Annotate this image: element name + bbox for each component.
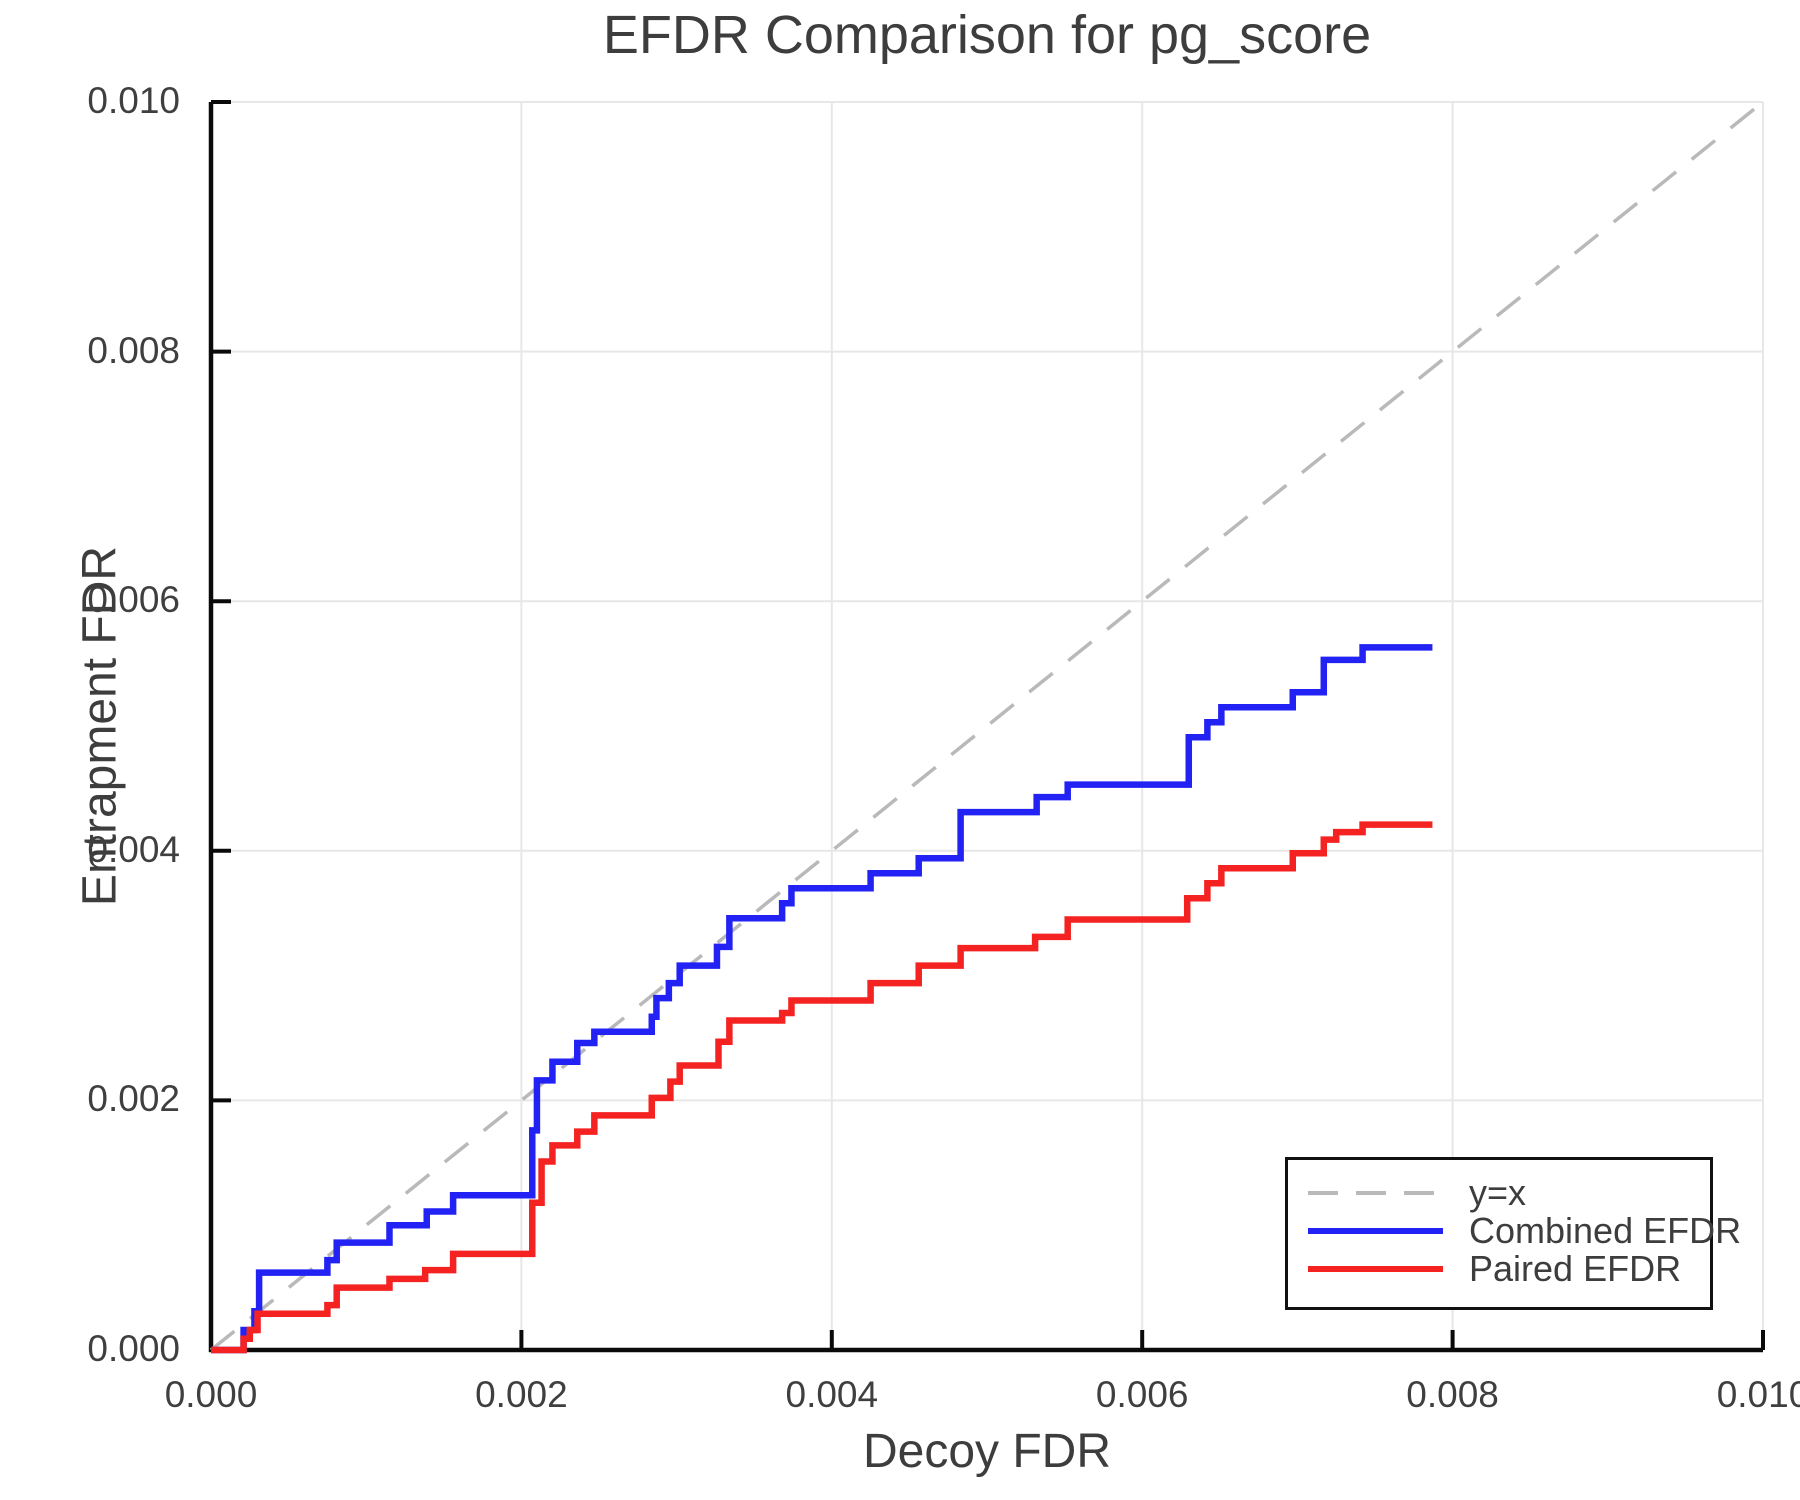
x-axis-label: Decoy FDR (862, 1425, 1112, 1478)
legend-label: y=x (1469, 1172, 1527, 1213)
x-tick-label: 0.004 (785, 1374, 879, 1415)
legend-entry-combined: Combined EFDR (1308, 1212, 1741, 1250)
x-tick-label: 0.010 (1716, 1374, 1800, 1415)
y-tick-label: 0.008 (87, 329, 180, 371)
dashed-line-swatch (1308, 1191, 1443, 1195)
y-tick-label: 0.010 (87, 80, 180, 121)
legend-entry-paired: Paired EFDR (1308, 1250, 1710, 1288)
x-tick-label: 0.000 (164, 1374, 258, 1415)
red-line-swatch (1308, 1266, 1443, 1272)
blue-line-swatch (1308, 1228, 1443, 1234)
y-tick-label: 0.004 (87, 828, 180, 870)
y-tick-label: 0.006 (87, 579, 180, 621)
chart-title: EFDR Comparison for pg_score (602, 5, 1372, 65)
x-tick-label: 0.002 (475, 1374, 568, 1415)
x-tick-label: 0.008 (1406, 1374, 1499, 1415)
legend-entry-yx: y=x (1308, 1174, 1710, 1212)
legend-label: Paired EFDR (1469, 1248, 1682, 1289)
x-tick-label: 0.006 (1095, 1374, 1189, 1415)
legend-box: y=x Combined EFDR Paired EFDR (1285, 1157, 1741, 1310)
y-tick-label: 0.000 (87, 1328, 180, 1369)
legend-label: Combined EFDR (1469, 1210, 1742, 1251)
y-tick-label: 0.002 (87, 1078, 180, 1120)
